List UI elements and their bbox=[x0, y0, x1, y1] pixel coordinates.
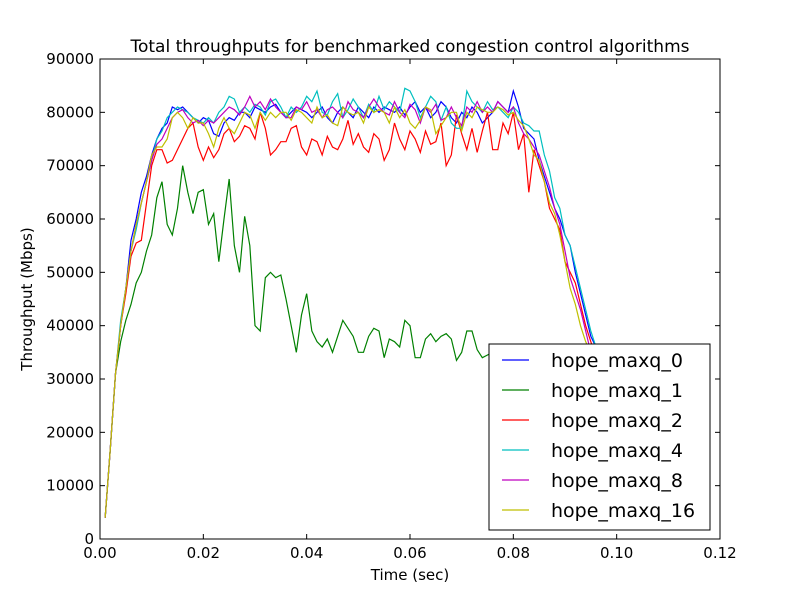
plot-area bbox=[104, 87, 623, 518]
chart-title: Total throughputs for benchmarked conges… bbox=[129, 37, 689, 57]
y-tick-label: 0 bbox=[84, 530, 94, 548]
axis-ticks: 0.00 0.02 0.04 0.06 0.08 0.10 0.12 0 10000 20000 3… bbox=[46, 50, 736, 562]
series-line-hope-maxq-2 bbox=[104, 112, 622, 518]
legend-box bbox=[488, 343, 711, 531]
x-axis-label: Time (sec) bbox=[370, 566, 449, 584]
x-tick-label: 0.08 bbox=[497, 544, 530, 562]
y-axis-label: Throughput (Mbps) bbox=[18, 227, 36, 371]
legend-label: hope_maxq_2 bbox=[551, 410, 683, 432]
y-tick-label: 90000 bbox=[46, 50, 94, 68]
x-tick-label: 0.00 bbox=[83, 544, 116, 562]
y-tick-label: 80000 bbox=[46, 103, 94, 121]
y-tick-label: 60000 bbox=[46, 210, 94, 228]
legend-label: hope_maxq_1 bbox=[551, 380, 683, 402]
x-tick-label: 0.12 bbox=[703, 544, 736, 562]
legend-label: hope_maxq_16 bbox=[551, 500, 695, 522]
x-tick-label: 0.06 bbox=[393, 544, 426, 562]
legend: hope_maxq_0 hope_maxq_1 hope_maxq_2 hope_ma… bbox=[488, 343, 711, 531]
y-tick-label: 70000 bbox=[46, 157, 94, 175]
legend-label: hope_maxq_8 bbox=[551, 470, 683, 492]
y-tick-label: 30000 bbox=[46, 370, 94, 388]
y-tick-label: 10000 bbox=[46, 477, 94, 495]
x-tick-label: 0.02 bbox=[187, 544, 220, 562]
y-tick-label: 50000 bbox=[46, 263, 94, 281]
legend-label: hope_maxq_0 bbox=[551, 350, 683, 372]
x-tick-label: 0.04 bbox=[290, 544, 323, 562]
series-line-hope-maxq-16 bbox=[104, 105, 622, 518]
x-tick-label: 0.10 bbox=[600, 544, 633, 562]
y-tick-label: 40000 bbox=[46, 317, 94, 335]
legend-label: hope_maxq_4 bbox=[551, 440, 683, 462]
y-tick-label: 20000 bbox=[46, 423, 94, 441]
